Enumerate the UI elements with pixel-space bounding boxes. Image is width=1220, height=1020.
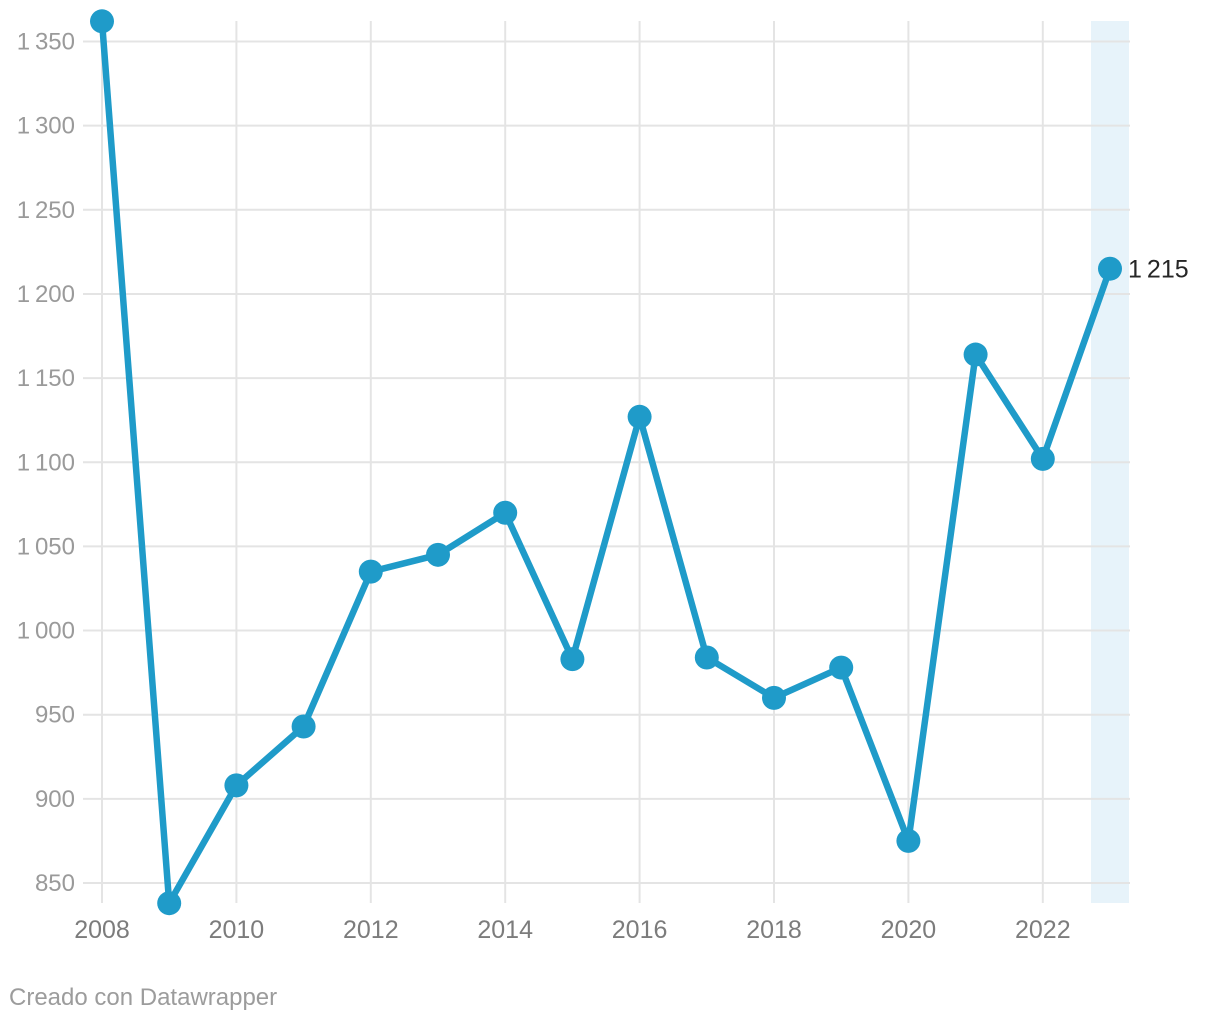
x-axis-tick-label: 2018	[746, 916, 802, 944]
data-point[interactable]	[896, 828, 921, 853]
data-point[interactable]	[560, 647, 585, 672]
data-point[interactable]	[90, 9, 114, 34]
x-axis-tick-label: 2016	[612, 916, 668, 944]
y-axis-tick-label: 1 300	[17, 113, 75, 140]
last-value-label: 1 215	[1128, 256, 1189, 284]
y-axis-tick-label: 850	[35, 870, 75, 897]
data-point[interactable]	[157, 891, 182, 916]
data-point[interactable]	[358, 559, 383, 584]
x-axis-tick-label: 2020	[881, 916, 937, 944]
data-line	[98, 18, 1114, 907]
data-point[interactable]	[694, 645, 719, 670]
data-point[interactable]	[493, 500, 518, 525]
data-point[interactable]	[1030, 446, 1055, 471]
x-axis-tick-label: 2012	[343, 916, 399, 944]
data-point[interactable]	[829, 655, 854, 680]
line-chart-canvas: 850 900 950 1 000 1 050 1 100 1 150 1 200 1 250 1…	[17, 9, 1189, 944]
data-point[interactable]	[224, 773, 249, 798]
y-axis-tick-label: 1 250	[17, 197, 75, 224]
data-point[interactable]	[963, 342, 988, 367]
x-axis-tick-label: 2014	[477, 916, 533, 944]
y-axis-tick-label: 1 200	[17, 281, 75, 308]
data-point[interactable]	[627, 404, 652, 429]
data-point[interactable]	[426, 542, 450, 567]
y-axis-tick-label: 1 150	[17, 365, 75, 392]
y-axis-tick-label: 900	[35, 786, 75, 813]
x-axis-tick-label: 2008	[74, 916, 130, 944]
x-axis-tick-label: 2010	[209, 916, 265, 944]
data-point[interactable]	[291, 714, 316, 739]
datawrapper-attribution-link[interactable]: Creado con Datawrapper	[9, 984, 278, 1011]
y-axis-tick-label: 1 000	[17, 618, 75, 645]
y-axis-tick-label: 1 050	[17, 533, 75, 560]
x-axis-tick-label: 2022	[1015, 916, 1071, 944]
line-chart: 850 900 950 1 000 1 050 1 100 1 150 1 200 1 250 1…	[17, 9, 1189, 944]
y-axis-tick-label: 1 350	[17, 29, 75, 56]
y-axis-tick-label: 950	[35, 702, 75, 729]
data-point[interactable]	[762, 685, 786, 710]
data-point[interactable]	[1098, 256, 1122, 281]
y-axis-tick-label: 1 100	[17, 449, 75, 476]
